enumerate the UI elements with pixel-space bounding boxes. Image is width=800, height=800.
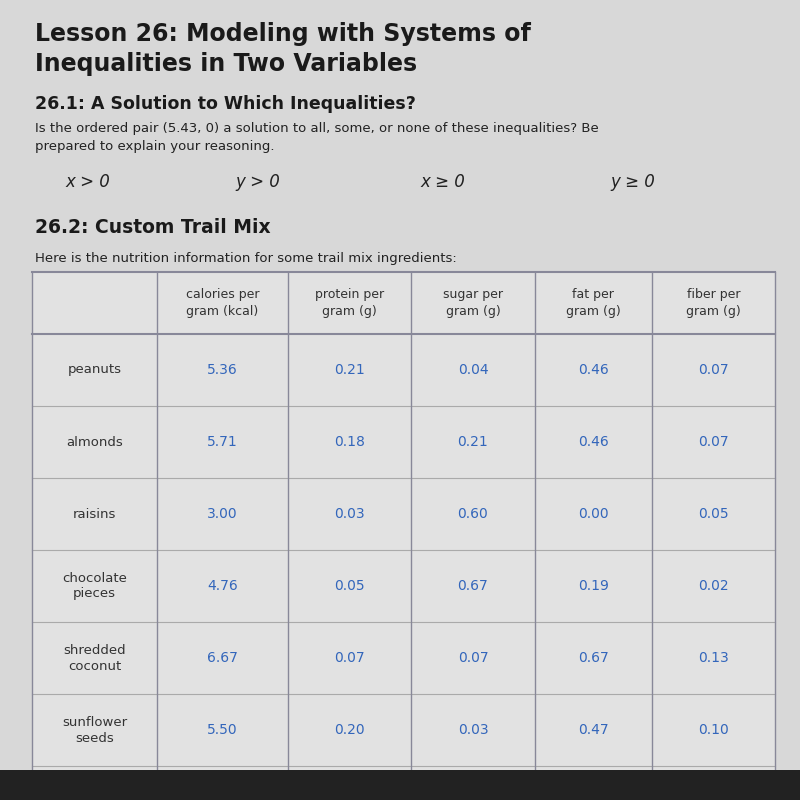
Text: calories per
gram (kcal): calories per gram (kcal) [186, 288, 259, 318]
Text: fat per
gram (g): fat per gram (g) [566, 288, 621, 318]
Text: fiber per
gram (g): fiber per gram (g) [686, 288, 741, 318]
Text: almonds: almonds [66, 435, 123, 449]
Bar [32, 272, 775, 800]
Text: 0.02: 0.02 [698, 579, 729, 593]
Text: 0.05: 0.05 [698, 507, 729, 521]
Text: 0.07: 0.07 [698, 363, 729, 377]
Text: 0.03: 0.03 [458, 723, 488, 737]
Text: 0.13: 0.13 [698, 651, 729, 665]
Text: 0.10: 0.10 [698, 723, 729, 737]
Text: 0.60: 0.60 [458, 507, 488, 521]
Text: peanuts: peanuts [67, 363, 122, 377]
Text: x > 0: x > 0 [65, 173, 110, 191]
Bar [0, 770, 800, 800]
Text: 0.04: 0.04 [458, 363, 488, 377]
Text: raisins: raisins [73, 507, 116, 521]
Text: 5.36: 5.36 [207, 363, 238, 377]
Text: Is the ordered pair (5.43, 0) a solution to all, some, or none of these inequali: Is the ordered pair (5.43, 0) a solution… [35, 122, 598, 135]
Text: 0.19: 0.19 [578, 579, 609, 593]
Text: 26.2: Custom Trail Mix: 26.2: Custom Trail Mix [35, 218, 270, 237]
Text: 0.05: 0.05 [334, 579, 365, 593]
Text: chocolate
pieces: chocolate pieces [62, 571, 127, 601]
Text: x ≥ 0: x ≥ 0 [420, 173, 465, 191]
Text: 0.03: 0.03 [334, 507, 365, 521]
Text: 0.21: 0.21 [334, 363, 365, 377]
Text: sugar per
gram (g): sugar per gram (g) [443, 288, 503, 318]
Text: Here is the nutrition information for some trail mix ingredients:: Here is the nutrition information for so… [35, 252, 457, 265]
Text: shredded
coconut: shredded coconut [63, 643, 126, 673]
Text: Lesson 26: Modeling with Systems of: Lesson 26: Modeling with Systems of [35, 22, 531, 46]
Text: 0.21: 0.21 [458, 435, 488, 449]
Text: prepared to explain your reasoning.: prepared to explain your reasoning. [35, 140, 274, 153]
Text: 0.07: 0.07 [698, 435, 729, 449]
Text: 0.67: 0.67 [458, 579, 488, 593]
Text: y ≥ 0: y ≥ 0 [610, 173, 655, 191]
Text: 4.76: 4.76 [207, 579, 238, 593]
Text: 0.46: 0.46 [578, 363, 609, 377]
Text: 0.18: 0.18 [334, 435, 365, 449]
Text: 0.07: 0.07 [334, 651, 365, 665]
Text: y > 0: y > 0 [235, 173, 280, 191]
Text: 3.00: 3.00 [207, 507, 238, 521]
Text: 0.00: 0.00 [578, 507, 609, 521]
Text: sunflower
seeds: sunflower seeds [62, 715, 127, 745]
Text: protein per
gram (g): protein per gram (g) [315, 288, 384, 318]
Text: 6.67: 6.67 [207, 651, 238, 665]
Text: 0.20: 0.20 [334, 723, 365, 737]
Text: 0.46: 0.46 [578, 435, 609, 449]
Text: 5.50: 5.50 [207, 723, 238, 737]
Text: 0.47: 0.47 [578, 723, 609, 737]
Text: Inequalities in Two Variables: Inequalities in Two Variables [35, 52, 417, 76]
Text: 26.1: A Solution to Which Inequalities?: 26.1: A Solution to Which Inequalities? [35, 95, 416, 113]
Text: 0.67: 0.67 [578, 651, 609, 665]
Text: 5.71: 5.71 [207, 435, 238, 449]
Text: 0.07: 0.07 [458, 651, 488, 665]
